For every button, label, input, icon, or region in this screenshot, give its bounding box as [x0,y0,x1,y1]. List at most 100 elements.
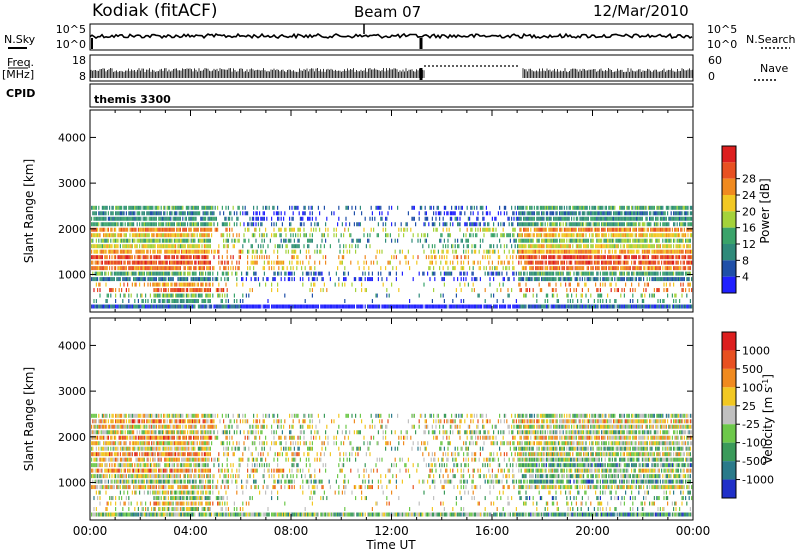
power-cell [236,271,238,276]
power-cell [172,260,174,265]
power-cell [608,222,610,227]
power-cell [443,299,445,304]
power-cell [392,266,394,271]
power-cell [208,266,210,271]
power-cell [137,227,139,232]
power-cell [655,266,657,271]
power-cell [541,288,543,293]
power-cell [160,222,162,227]
power-cell [320,288,322,293]
power-cell [470,227,472,232]
power-cell [590,271,592,276]
power-cell [545,233,547,238]
power-cell [653,233,655,238]
power-cell [275,260,277,265]
power-cell [673,304,675,309]
power-cell [598,222,600,227]
power-cell [94,277,96,282]
power-cell [625,260,627,265]
power-cell [194,222,196,227]
power-cell [626,304,628,309]
power-cell [691,222,693,227]
power-cell [187,282,189,287]
power-cell [571,227,573,232]
power-cell [163,238,165,243]
power-cell [154,244,156,249]
power-cell [313,271,315,276]
power-cell [653,277,655,282]
power-cell [675,227,677,232]
power-cell [389,304,391,309]
power-cell [160,211,162,216]
power-cell [452,266,454,271]
power-cell [530,233,532,238]
power-cell [680,266,682,271]
power-cell [465,222,467,227]
power-cell [597,233,599,238]
power-cell [191,238,193,243]
power-cell [123,238,125,243]
power-cell [559,238,561,243]
power-cell [592,238,594,243]
power-cell [521,249,523,254]
power-cell [291,271,293,276]
power-cell [613,227,615,232]
power-cell [682,216,684,221]
power-cell [116,277,118,282]
power-cell [91,238,93,243]
power-cell [242,299,244,304]
power-cell [200,227,202,232]
power-cell [610,244,612,249]
power-cell [134,282,136,287]
power-cell [303,233,305,238]
power-cell [284,271,286,276]
power-cell [662,266,664,271]
power-cell [124,233,126,238]
power-cell [205,249,207,254]
power-cell [280,211,282,216]
power-cell [554,216,556,221]
power-cell [597,293,599,298]
power-cell [149,211,151,216]
power-cell [653,266,655,271]
power-cell [215,304,217,309]
power-cell [536,227,538,232]
power-cell [681,227,683,232]
power-cell [435,211,437,216]
power-cell [682,238,684,243]
power-cell [521,244,523,249]
power-cell [203,227,205,232]
power-cell [103,249,105,254]
power-cell [274,304,276,309]
power-cell [416,260,418,265]
power-cell [619,227,621,232]
power-cell [189,282,191,287]
power-cell [669,216,671,221]
power-cell [110,260,112,265]
power-cell [535,277,537,282]
power-cell [536,260,538,265]
power-cell [601,216,603,221]
power-cell [199,271,201,276]
power-cell [553,211,555,216]
power-cell [302,271,304,276]
power-cell [206,227,208,232]
power-cell [677,255,679,260]
power-cell [158,255,160,260]
power-cell [641,238,643,243]
power-cell [275,211,277,216]
power-cell [613,222,615,227]
power-cell [169,238,171,243]
power-cell [379,304,381,309]
power-cell [479,238,481,243]
power-cell [579,266,581,271]
power-cell [431,255,433,260]
power-scatter-cells [91,205,693,309]
power-cell [140,271,142,276]
power-cell [259,233,261,238]
power-cell [292,255,294,260]
power-cell [167,216,169,221]
freq-nave-trace [90,68,693,78]
power-cell [617,233,619,238]
power-cell [140,304,142,309]
